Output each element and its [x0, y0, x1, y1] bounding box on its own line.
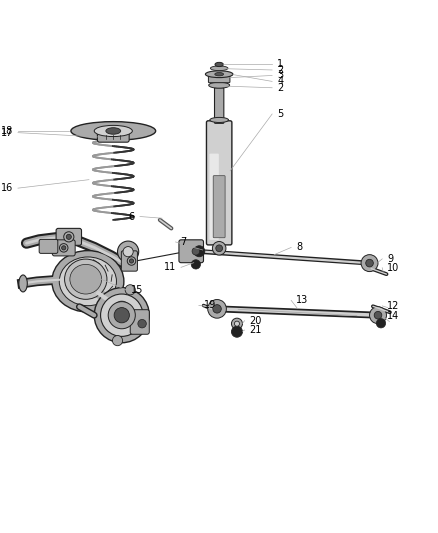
Circle shape: [191, 260, 201, 269]
FancyBboxPatch shape: [215, 88, 224, 123]
Ellipse shape: [234, 321, 240, 326]
Text: 4: 4: [277, 76, 283, 86]
Ellipse shape: [70, 264, 102, 294]
FancyBboxPatch shape: [39, 239, 58, 253]
FancyBboxPatch shape: [209, 154, 219, 240]
FancyBboxPatch shape: [213, 176, 225, 238]
Ellipse shape: [64, 259, 107, 300]
Circle shape: [113, 301, 130, 318]
Text: 11: 11: [164, 262, 176, 272]
Ellipse shape: [62, 246, 66, 250]
Text: 18: 18: [0, 126, 13, 136]
Circle shape: [192, 247, 200, 255]
Ellipse shape: [129, 259, 134, 263]
Circle shape: [231, 326, 243, 337]
FancyBboxPatch shape: [52, 240, 75, 256]
Circle shape: [113, 336, 123, 346]
Circle shape: [108, 302, 135, 329]
Ellipse shape: [231, 318, 243, 329]
Ellipse shape: [209, 82, 230, 88]
Circle shape: [101, 294, 143, 336]
Text: 2: 2: [277, 83, 283, 93]
Ellipse shape: [370, 306, 386, 324]
Text: 6: 6: [129, 212, 135, 222]
Text: 14: 14: [387, 311, 399, 321]
Text: 15: 15: [131, 285, 144, 295]
Ellipse shape: [212, 241, 226, 255]
Text: 5: 5: [277, 109, 283, 119]
Text: 8: 8: [296, 243, 302, 253]
Text: 12: 12: [387, 301, 400, 311]
FancyBboxPatch shape: [208, 75, 230, 83]
Ellipse shape: [210, 117, 229, 123]
Ellipse shape: [208, 300, 226, 318]
Ellipse shape: [213, 305, 221, 313]
Circle shape: [117, 241, 139, 262]
Text: 13: 13: [296, 295, 308, 305]
Text: 19: 19: [204, 301, 216, 310]
Ellipse shape: [216, 245, 223, 252]
FancyBboxPatch shape: [97, 132, 129, 142]
Circle shape: [138, 319, 146, 328]
Circle shape: [376, 319, 385, 328]
Text: 1: 1: [277, 59, 283, 69]
Ellipse shape: [210, 66, 228, 70]
Ellipse shape: [361, 255, 378, 272]
FancyBboxPatch shape: [56, 228, 81, 245]
Ellipse shape: [64, 232, 74, 242]
Ellipse shape: [66, 235, 71, 239]
Ellipse shape: [71, 122, 155, 140]
Circle shape: [194, 246, 205, 257]
Ellipse shape: [127, 257, 136, 265]
Text: 20: 20: [250, 316, 262, 326]
Circle shape: [125, 285, 135, 295]
Ellipse shape: [94, 125, 132, 136]
Text: 2: 2: [277, 65, 283, 75]
Text: 9: 9: [387, 254, 393, 264]
Ellipse shape: [106, 128, 121, 134]
Text: 7: 7: [180, 237, 187, 247]
Ellipse shape: [215, 72, 223, 76]
Circle shape: [94, 288, 149, 343]
Circle shape: [114, 308, 129, 323]
Text: 3: 3: [277, 70, 283, 80]
Ellipse shape: [60, 244, 68, 252]
Text: 16: 16: [0, 183, 13, 193]
FancyBboxPatch shape: [206, 121, 232, 245]
Ellipse shape: [215, 62, 223, 67]
Ellipse shape: [52, 251, 124, 312]
Ellipse shape: [374, 311, 382, 319]
FancyBboxPatch shape: [179, 240, 204, 263]
FancyBboxPatch shape: [130, 310, 149, 334]
Ellipse shape: [59, 257, 117, 306]
Ellipse shape: [366, 259, 373, 267]
Text: 10: 10: [387, 263, 399, 273]
Text: 21: 21: [250, 325, 262, 335]
Circle shape: [123, 247, 133, 257]
FancyBboxPatch shape: [121, 251, 138, 271]
Text: 17: 17: [0, 128, 13, 138]
Ellipse shape: [19, 275, 27, 292]
Ellipse shape: [205, 71, 233, 78]
